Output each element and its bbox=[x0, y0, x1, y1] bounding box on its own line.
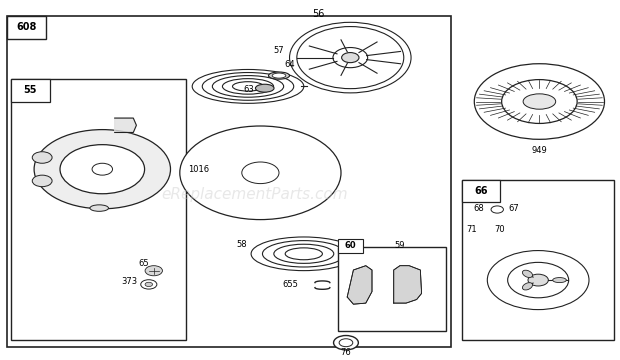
Bar bbox=[7, 16, 451, 347]
Circle shape bbox=[502, 80, 577, 123]
Ellipse shape bbox=[523, 283, 533, 290]
Bar bbox=[7, 16, 46, 39]
Text: 76: 76 bbox=[340, 348, 352, 357]
Circle shape bbox=[342, 53, 359, 63]
Circle shape bbox=[297, 27, 404, 89]
Text: eReplacementParts.com: eReplacementParts.com bbox=[161, 187, 348, 202]
Text: 1016: 1016 bbox=[188, 165, 209, 174]
Circle shape bbox=[474, 64, 604, 139]
Circle shape bbox=[145, 266, 162, 276]
Circle shape bbox=[32, 152, 52, 163]
Circle shape bbox=[334, 336, 358, 350]
Text: 59: 59 bbox=[395, 241, 405, 250]
Circle shape bbox=[34, 130, 170, 209]
Circle shape bbox=[508, 262, 569, 298]
Circle shape bbox=[333, 48, 368, 68]
Ellipse shape bbox=[272, 73, 286, 78]
Circle shape bbox=[141, 280, 157, 289]
Circle shape bbox=[242, 162, 279, 184]
Text: 58: 58 bbox=[236, 240, 247, 248]
Text: 56: 56 bbox=[312, 9, 325, 19]
Ellipse shape bbox=[523, 94, 556, 109]
Text: 67: 67 bbox=[508, 204, 519, 212]
Circle shape bbox=[528, 274, 548, 286]
Text: 655: 655 bbox=[282, 280, 298, 289]
Ellipse shape bbox=[255, 84, 274, 92]
Ellipse shape bbox=[268, 72, 290, 79]
Bar bbox=[338, 247, 446, 331]
Polygon shape bbox=[394, 266, 422, 303]
Bar bbox=[11, 79, 50, 102]
Text: 70: 70 bbox=[494, 225, 505, 234]
Circle shape bbox=[290, 22, 411, 93]
Text: 608: 608 bbox=[17, 22, 37, 32]
Polygon shape bbox=[347, 266, 372, 304]
Text: 65: 65 bbox=[138, 259, 149, 268]
Polygon shape bbox=[115, 118, 136, 132]
Text: 63: 63 bbox=[244, 85, 255, 94]
Text: 57: 57 bbox=[273, 46, 285, 55]
Text: 64: 64 bbox=[285, 60, 296, 69]
Circle shape bbox=[180, 126, 341, 220]
Ellipse shape bbox=[90, 205, 108, 211]
Circle shape bbox=[60, 145, 144, 194]
Bar bbox=[338, 239, 363, 253]
Text: 60: 60 bbox=[345, 241, 356, 250]
Circle shape bbox=[145, 282, 153, 287]
Ellipse shape bbox=[523, 270, 533, 278]
Circle shape bbox=[491, 206, 503, 213]
Text: 68: 68 bbox=[473, 204, 484, 212]
Text: 949: 949 bbox=[531, 146, 547, 155]
Circle shape bbox=[339, 339, 353, 347]
Circle shape bbox=[92, 163, 113, 175]
Text: 55: 55 bbox=[24, 85, 37, 95]
Text: 373: 373 bbox=[121, 277, 137, 286]
Circle shape bbox=[487, 251, 589, 310]
Text: 66: 66 bbox=[474, 186, 488, 196]
Bar bbox=[462, 180, 500, 202]
Circle shape bbox=[32, 175, 52, 187]
Ellipse shape bbox=[552, 278, 566, 283]
Bar bbox=[462, 180, 614, 340]
Text: 71: 71 bbox=[466, 225, 477, 234]
Bar bbox=[11, 79, 186, 340]
